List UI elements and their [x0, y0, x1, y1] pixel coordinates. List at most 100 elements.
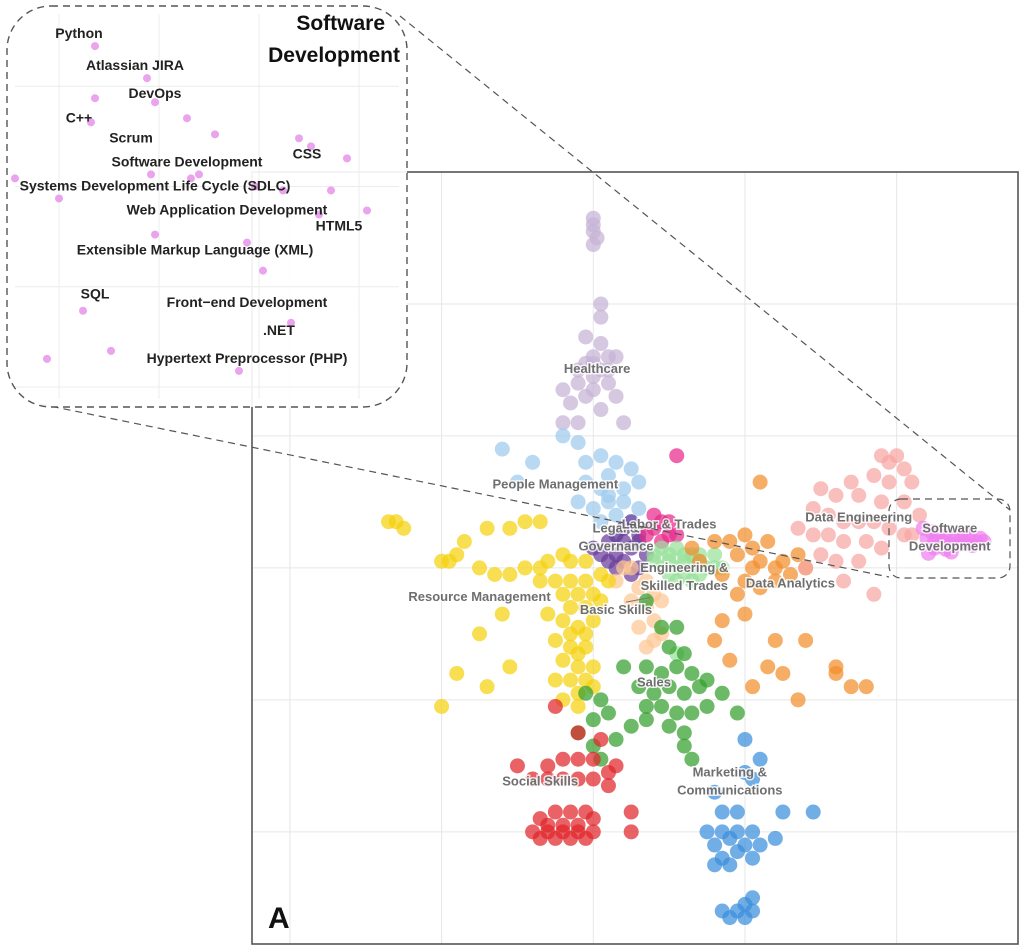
- inset-point-27: [235, 366, 243, 375]
- inset-term-1: Atlassian JIRA: [86, 57, 184, 73]
- marketing-communications-point-27: [722, 910, 738, 926]
- inset-grid: [15, 14, 399, 399]
- resource-management-point-20: [532, 573, 548, 589]
- resource-management-point-57: [479, 679, 495, 695]
- resource-management-point-50: [570, 698, 586, 714]
- data-analytics-point-34: [707, 632, 723, 648]
- resource-management-point-37: [578, 626, 594, 642]
- social-skills-point-34: [623, 804, 639, 820]
- healthcare-point-18: [570, 375, 586, 391]
- sales-point-20: [578, 685, 594, 701]
- people-management-point-4: [600, 468, 616, 484]
- sales-point-15: [638, 698, 654, 714]
- resource-management-point-45: [547, 672, 563, 688]
- healthcare-point-6: [593, 309, 609, 325]
- people-management-point-6: [623, 461, 639, 477]
- marketing-communications-point-4: [707, 784, 723, 800]
- marketing-communications-point-13: [722, 830, 738, 846]
- healthcare-point-26: [555, 415, 571, 431]
- healthcare-point-23: [563, 395, 579, 411]
- social-skills-point-6: [570, 751, 586, 767]
- data-analytics-point-2: [691, 553, 707, 569]
- marketing-communications-point-15: [752, 837, 768, 853]
- sales-point-16: [654, 698, 670, 714]
- cluster-label-data-engineering: Data Engineering: [805, 510, 912, 525]
- resource-management-point-10: [449, 547, 465, 563]
- resource-management-point-7: [532, 514, 548, 530]
- healthcare-point-25: [593, 402, 609, 418]
- inset-point-14: [251, 182, 259, 191]
- data-engineering-point-28: [828, 553, 844, 569]
- social-skills-point-5: [555, 751, 571, 767]
- data-engineering-point-13: [911, 507, 927, 523]
- inset-term-5: CSS: [293, 145, 322, 161]
- inset-term-10: Extensible Markup Language (XML): [77, 242, 313, 258]
- labor-trades-point-6: [669, 527, 685, 543]
- cluster-label-sales: Sales: [637, 675, 671, 690]
- inset-point-19: [363, 206, 371, 215]
- data-engineering-point-25: [858, 534, 874, 550]
- cluster-label-people-management: People Management: [493, 477, 619, 492]
- data-analytics-point-30: [858, 679, 874, 695]
- plot-frame: [251, 171, 1019, 945]
- data-analytics-point-24: [722, 652, 738, 668]
- resource-management-point-29: [593, 593, 609, 609]
- data-engineering-point-2: [881, 454, 897, 470]
- resource-management-point-36: [563, 626, 579, 642]
- people-management-point-11: [585, 501, 601, 517]
- engineering-skilled-trades-point-21: [669, 573, 685, 589]
- healthcare-point-4: [585, 237, 601, 253]
- cluster-label-data-analytics: Data Analytics: [746, 576, 835, 591]
- social-skills-point-2: [593, 731, 609, 747]
- data-engineering-point-30: [798, 560, 814, 576]
- healthcare-point-7: [578, 329, 594, 345]
- data-analytics-point-29: [843, 679, 859, 695]
- sales-point-2: [669, 619, 685, 635]
- healthcare-point-8: [593, 336, 609, 352]
- cluster-label-software-development: Software Development: [909, 521, 991, 554]
- inset-point-1: [143, 74, 151, 83]
- inset-term-12: Front−end Development: [167, 294, 328, 310]
- data-engineering-point-17: [851, 514, 867, 530]
- cluster-label-line-1: Governance: [578, 539, 653, 554]
- zoom-target-box: [888, 498, 1011, 579]
- social-skills-point-13: [570, 771, 586, 787]
- resource-management-point-33: [555, 613, 571, 629]
- healthcare-point-28: [616, 415, 632, 431]
- resource-management-point-26: [555, 586, 571, 602]
- people-management-point-8: [616, 481, 632, 497]
- marketing-communications-point-23: [745, 890, 761, 906]
- resource-management-point-46: [563, 672, 579, 688]
- inset-term-11: SQL: [81, 286, 110, 302]
- data-analytics-point-20: [729, 586, 745, 602]
- inset-term-13: .NET: [263, 322, 295, 338]
- data-engineering-point-5: [881, 474, 897, 490]
- data-analytics-point-14: [714, 566, 730, 582]
- sales-point-19: [699, 698, 715, 714]
- cluster-label-healthcare: Healthcare: [564, 361, 630, 376]
- social-skills-point-15: [600, 778, 616, 794]
- inset-point-24: [287, 318, 295, 327]
- data-analytics-point-7: [760, 534, 776, 550]
- social-skills-point-7: [585, 751, 601, 767]
- data-engineering-point-6: [904, 474, 920, 490]
- inset-frame: [6, 5, 408, 408]
- resource-management-point-13: [502, 566, 518, 582]
- labor-trades-point-0: [669, 448, 685, 464]
- resource-management-point-4: [479, 520, 495, 536]
- resource-management-point-14: [517, 560, 533, 576]
- data-engineering-point-21: [790, 520, 806, 536]
- data-analytics-point-31: [828, 665, 844, 681]
- inset-title-line-1: Software: [296, 12, 385, 35]
- healthcare-point-5: [593, 296, 609, 312]
- basic-skills-leader: [625, 597, 651, 603]
- basic-skills-point-2: [631, 580, 647, 596]
- data-engineering-point-24: [836, 534, 852, 550]
- marketing-communications-point-7: [775, 804, 791, 820]
- marketing-communications-point-20: [707, 857, 723, 873]
- data-engineering-point-22: [805, 527, 821, 543]
- healthcare-point-15: [600, 362, 616, 378]
- social-skills-point-0: [547, 698, 563, 714]
- people-management-point-10: [570, 494, 586, 510]
